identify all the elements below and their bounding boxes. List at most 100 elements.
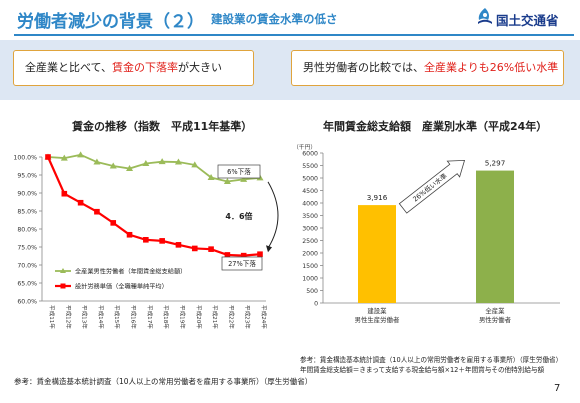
line-chart-x-tick-label: 平成24年: [260, 305, 268, 329]
red-series-point: [110, 220, 117, 226]
source-note-right-line1: 参考：賃金構造基本統計調査（10人以上の常用労働者を雇用する事業所）（厚生労働省…: [300, 356, 563, 364]
gap-annotation-arrow: [398, 159, 466, 214]
bar-chart-y-tick-label: 1500: [302, 263, 318, 270]
line-chart-y-tick-label: 75.0%: [17, 245, 37, 252]
key-point-left-highlight: 賃金の下落率: [112, 61, 179, 74]
ministry-logo-icon: [478, 8, 492, 24]
header: 労働者減少の背景（２） 建設業の賃金水準の低さ 国土交通省: [0, 0, 580, 34]
green-series-point: [240, 175, 248, 182]
line-chart-x-tick-label: 平成18年: [162, 305, 170, 329]
bar-chart-y-tick-label: 2500: [302, 238, 318, 245]
line-chart-title: 賃金の推移（指数 平成11年基準）: [72, 120, 253, 133]
source-note-left: 参考：賃金構造基本統計調査（10人以上の常用労働者を雇用する事業所）（厚生労働省…: [14, 377, 313, 386]
title-divider: [14, 34, 574, 36]
bar-chart-unit: （千円）: [293, 143, 316, 151]
line-chart-y-tick-label: 80.0%: [17, 227, 37, 234]
bar-chart-y-tick-label: 500: [306, 288, 318, 295]
line-chart-x-tick-label: 平成21年: [211, 305, 219, 329]
page-title: 労働者減少の背景（２）: [17, 12, 204, 32]
line-chart-y-tick-label: 60.0%: [17, 299, 37, 306]
line-chart-y-tick-label: 65.0%: [17, 281, 37, 288]
line-chart-y-tick-label: 70.0%: [17, 263, 37, 270]
line-chart-x-tick-label: 平成19年: [178, 305, 186, 329]
bar-value-label: 3,916: [367, 193, 388, 202]
line-chart-x-tick-label: 平成17年: [146, 305, 154, 329]
red-series-point: [175, 242, 182, 248]
gap-annotation: 26%低い水準: [398, 159, 466, 214]
green-series-point: [207, 174, 215, 181]
bar-chart-y-tick-label: 3000: [302, 226, 318, 233]
bar-chart-y-tick-label: 0: [314, 301, 318, 308]
line-chart-x-tick-label: 平成23年: [244, 305, 252, 329]
line-chart-x-tick-label: 平成13年: [81, 305, 89, 329]
bar-chart-y-tick-label: 2000: [302, 251, 318, 258]
red-series-point: [77, 199, 84, 206]
key-point-left: 全産業と比べて、賃金の下落率が大きい: [13, 50, 254, 86]
red-series-point: [159, 238, 165, 244]
green-series-point: [158, 158, 166, 165]
key-point-right: 男性労働者の比較では、全産業よりも26%低い水準: [291, 50, 564, 86]
key-point-left-pre: 全産業と比べて、: [25, 61, 113, 74]
legend-green-label: 全産業男性労働者（年間賃金総支給額）: [75, 268, 186, 276]
bar-category-label-line1: 建設業: [367, 306, 387, 315]
green-series-point: [126, 165, 134, 172]
red-series-point: [45, 154, 51, 160]
bar-chart-y-tick-label: 6000: [302, 151, 318, 158]
line-chart-x-tick-label: 平成15年: [113, 305, 121, 329]
red-series-point: [224, 252, 231, 258]
red-series-point: [61, 190, 68, 197]
bar-category-label-line2: 男性労働者: [479, 315, 512, 324]
line-chart-x-tick-label: 平成20年: [195, 305, 203, 329]
page-subtitle: 建設業の賃金水準の低さ: [211, 12, 338, 26]
line-chart-x-tick-label: 平成12年: [64, 305, 72, 329]
bar-chart-y-tick-label: 3500: [302, 213, 318, 220]
bar-chart-y-tick-label: 4000: [302, 201, 318, 208]
bar-chart-y-tick-label: 1000: [302, 276, 318, 283]
source-note-right-line2: 年間賃金総支給額＝きまって支給する現金給与額×12＋年間賞与その他特別給与額: [300, 365, 545, 374]
green-series-point: [109, 162, 117, 169]
red-series-point: [240, 252, 247, 259]
bar-chart-title: 年間賃金総支給額 産業別水準（平成24年）: [323, 120, 548, 133]
page-number: 7: [554, 383, 561, 394]
bar-category-label-line1: 全産業: [485, 306, 505, 315]
ratio-annotation: 4．6倍: [225, 211, 252, 221]
green-drop-callout-box: [217, 164, 261, 179]
green-series-point: [60, 154, 68, 161]
legend-green-marker: [60, 268, 66, 273]
line-chart-x-tick-label: 平成22年: [227, 305, 235, 329]
green-series-point: [142, 159, 150, 166]
wage-trend-line-chart: 60.0% 65.0% 70.0% 75.0% 80.0% 85.0% 90.0% 95.0%…: [13, 151, 279, 329]
bar-chart-y-tick-label: 5500: [302, 163, 318, 170]
red-series-point: [126, 231, 133, 238]
green-series-point: [77, 151, 85, 158]
key-point-right-pre: 男性労働者の比較では、: [303, 61, 424, 74]
line-chart-y-tick-label: 90.0%: [17, 191, 37, 198]
red-drop-callout-text: 27%下落: [228, 259, 256, 268]
line-chart-x-tick-label: 平成16年: [130, 305, 138, 329]
bar-category-label-line2: 男性生産労働者: [355, 315, 400, 324]
line-chart-x-tick-label: 平成14年: [97, 305, 105, 329]
red-series-point: [257, 251, 263, 257]
red-series-point: [94, 208, 100, 215]
green-series-point: [174, 158, 182, 165]
line-chart-y-tick-label: 95.0%: [17, 173, 37, 180]
red-series-point: [208, 246, 214, 252]
bar-chart-y-tick-label: 4500: [302, 188, 318, 195]
ministry-logo: 国土交通省: [474, 7, 574, 29]
ministry-logo-text: 国土交通省: [496, 13, 559, 28]
legend-red-label: 設計労務単価（全職種単純平均）: [75, 283, 168, 291]
red-series-point: [143, 237, 149, 243]
bar-construction: [358, 205, 396, 303]
bar-all-industries: [476, 170, 514, 303]
annual-wage-bar-chart: （千円） 0 500 1000 1500 2000 2500 3000 3500 4000 4500…: [293, 143, 560, 324]
green-drop-callout-text: 6%下落: [227, 167, 251, 176]
source-note-right: 参考：賃金構造基本統計調査（10人以上の常用労働者を雇用する事業所）（厚生労働省…: [300, 356, 562, 375]
line-chart-x-tick-label: 平成11年: [48, 305, 56, 329]
line-chart-y-tick-label: 85.0%: [17, 209, 37, 216]
bar-chart-y-tick-label: 5000: [302, 176, 318, 183]
ratio-arrow: [267, 181, 279, 249]
key-point-left-post: が大きい: [178, 61, 223, 74]
green-series-point: [93, 158, 101, 165]
green-series-point: [191, 161, 199, 168]
red-series-point: [191, 245, 198, 252]
